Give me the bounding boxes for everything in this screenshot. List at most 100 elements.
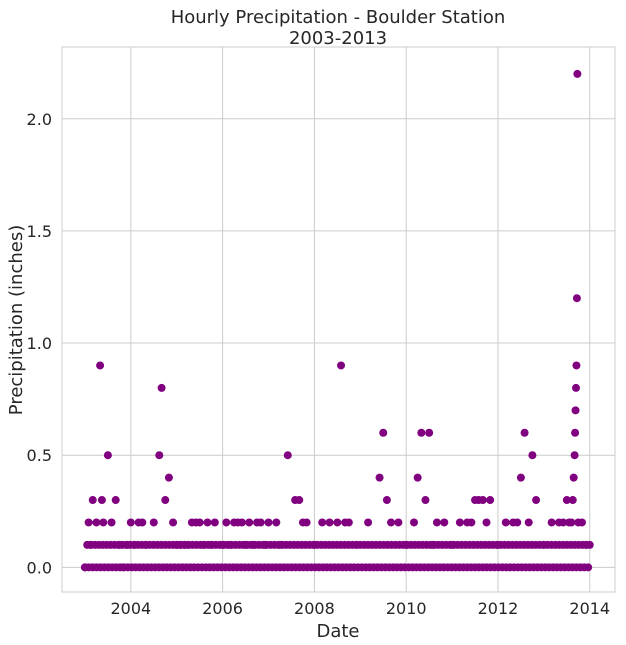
data-point bbox=[493, 540, 502, 549]
data-point bbox=[115, 540, 124, 549]
data-point bbox=[584, 563, 593, 572]
data-point bbox=[333, 518, 342, 527]
data-point bbox=[375, 473, 384, 482]
data-point bbox=[126, 518, 135, 527]
data-point bbox=[207, 540, 216, 549]
data-point bbox=[283, 451, 292, 460]
data-point bbox=[103, 451, 112, 460]
data-point bbox=[568, 496, 577, 505]
data-point bbox=[567, 518, 576, 527]
data-point bbox=[455, 518, 464, 527]
data-point bbox=[295, 496, 304, 505]
data-point bbox=[155, 451, 164, 460]
data-point bbox=[164, 473, 173, 482]
data-point bbox=[571, 383, 580, 392]
data-point bbox=[80, 563, 89, 572]
data-point bbox=[237, 518, 246, 527]
x-tick-label: 2006 bbox=[202, 599, 243, 618]
data-point bbox=[501, 518, 510, 527]
x-tick-label: 2008 bbox=[294, 599, 335, 618]
data-point bbox=[310, 540, 319, 549]
x-tick-label: 2004 bbox=[110, 599, 151, 618]
data-point bbox=[559, 518, 568, 527]
data-point bbox=[138, 518, 147, 527]
data-point bbox=[577, 518, 586, 527]
data-point bbox=[302, 518, 311, 527]
data-point bbox=[486, 496, 495, 505]
data-point bbox=[260, 540, 269, 549]
y-tick-label: 0.0 bbox=[27, 558, 52, 577]
data-point bbox=[84, 518, 93, 527]
data-point bbox=[149, 518, 158, 527]
y-tick-label: 2.0 bbox=[27, 110, 52, 129]
y-tick-label: 1.0 bbox=[27, 334, 52, 353]
data-point bbox=[482, 518, 491, 527]
data-point bbox=[141, 540, 150, 549]
data-point bbox=[364, 518, 373, 527]
data-point bbox=[195, 518, 204, 527]
data-point bbox=[428, 540, 437, 549]
data-point bbox=[570, 451, 579, 460]
y-tick-label: 0.5 bbox=[27, 446, 52, 465]
data-point bbox=[569, 473, 578, 482]
data-point bbox=[524, 518, 533, 527]
data-point bbox=[199, 540, 208, 549]
data-point bbox=[572, 361, 581, 370]
data-point bbox=[562, 496, 571, 505]
y-tick-label: 1.5 bbox=[27, 222, 52, 241]
data-point bbox=[123, 540, 132, 549]
data-point bbox=[210, 518, 219, 527]
data-point bbox=[547, 518, 556, 527]
x-tick-labels: 2004 2006 2008 2010 2012 2014 bbox=[110, 599, 610, 618]
data-point bbox=[88, 496, 97, 505]
data-point bbox=[379, 428, 388, 437]
data-point bbox=[417, 428, 426, 437]
data-point bbox=[394, 518, 403, 527]
data-point bbox=[528, 451, 537, 460]
data-point bbox=[448, 540, 457, 549]
data-point bbox=[256, 518, 265, 527]
data-point bbox=[478, 496, 487, 505]
data-point bbox=[92, 518, 101, 527]
data-point bbox=[96, 361, 105, 370]
x-tick-label: 2010 bbox=[386, 599, 427, 618]
plot-area bbox=[61, 46, 616, 593]
data-point bbox=[99, 518, 108, 527]
data-point bbox=[352, 540, 361, 549]
data-point bbox=[245, 518, 254, 527]
data-point bbox=[425, 428, 434, 437]
data-point bbox=[264, 518, 273, 527]
data-points bbox=[80, 69, 594, 572]
data-point bbox=[571, 428, 580, 437]
data-point bbox=[585, 540, 594, 549]
data-point bbox=[218, 540, 227, 549]
data-point bbox=[432, 518, 441, 527]
data-point bbox=[161, 496, 170, 505]
data-point bbox=[337, 361, 346, 370]
y-axis-label: Precipitation (inches) bbox=[6, 225, 27, 415]
data-point bbox=[249, 540, 258, 549]
data-point bbox=[241, 540, 250, 549]
data-point bbox=[513, 518, 522, 527]
data-point bbox=[272, 518, 281, 527]
data-point bbox=[275, 540, 284, 549]
data-point bbox=[130, 540, 139, 549]
data-point bbox=[573, 69, 582, 78]
chart-subtitle: 2003-2013 bbox=[289, 28, 387, 49]
data-point bbox=[344, 518, 353, 527]
data-point bbox=[413, 473, 422, 482]
data-point bbox=[325, 518, 334, 527]
data-point bbox=[382, 496, 391, 505]
data-point bbox=[97, 496, 106, 505]
data-point bbox=[203, 518, 212, 527]
data-point bbox=[520, 428, 529, 437]
data-point bbox=[467, 518, 476, 527]
data-point bbox=[222, 518, 231, 527]
data-point bbox=[440, 518, 449, 527]
data-point bbox=[111, 496, 120, 505]
data-point bbox=[539, 540, 548, 549]
chart-title: Hourly Precipitation - Boulder Station bbox=[171, 7, 506, 28]
data-point bbox=[572, 294, 581, 303]
data-point bbox=[318, 518, 327, 527]
data-point bbox=[516, 473, 525, 482]
